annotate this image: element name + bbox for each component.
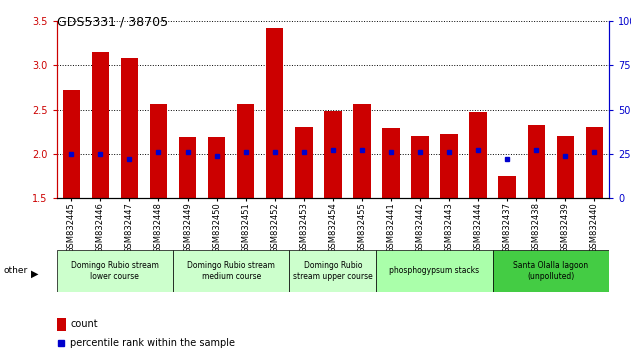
Bar [324,110,341,198]
Bar [150,104,167,198]
Bar [289,250,377,292]
Bar [498,176,516,198]
Bar [237,104,254,198]
Text: phosphogypsum stacks: phosphogypsum stacks [389,266,480,275]
Bar [382,128,399,198]
Bar [469,112,487,198]
Text: ▶: ▶ [31,268,38,278]
Bar [173,250,289,292]
Bar [493,250,609,292]
Text: Domingo Rubio
stream upper course: Domingo Rubio stream upper course [293,261,373,280]
Text: Santa Olalla lagoon
(unpolluted): Santa Olalla lagoon (unpolluted) [513,261,588,280]
Bar [208,137,225,198]
Bar [57,318,66,331]
Bar [411,136,428,198]
Text: count: count [70,319,98,329]
Bar [57,250,173,292]
Bar [528,125,545,198]
Bar [266,28,283,198]
Bar [295,127,312,198]
Bar [121,58,138,198]
Bar [91,52,109,198]
Bar [440,133,458,198]
Bar [377,250,493,292]
Bar [62,90,80,198]
Text: other: other [3,266,27,275]
Text: GDS5331 / 38705: GDS5331 / 38705 [57,16,168,29]
Bar [353,104,370,198]
Text: percentile rank within the sample: percentile rank within the sample [70,338,235,348]
Bar [586,127,603,198]
Text: Domingo Rubio stream
lower course: Domingo Rubio stream lower course [71,261,159,280]
Bar [179,137,196,198]
Bar [557,136,574,198]
Text: Domingo Rubio stream
medium course: Domingo Rubio stream medium course [187,261,275,280]
